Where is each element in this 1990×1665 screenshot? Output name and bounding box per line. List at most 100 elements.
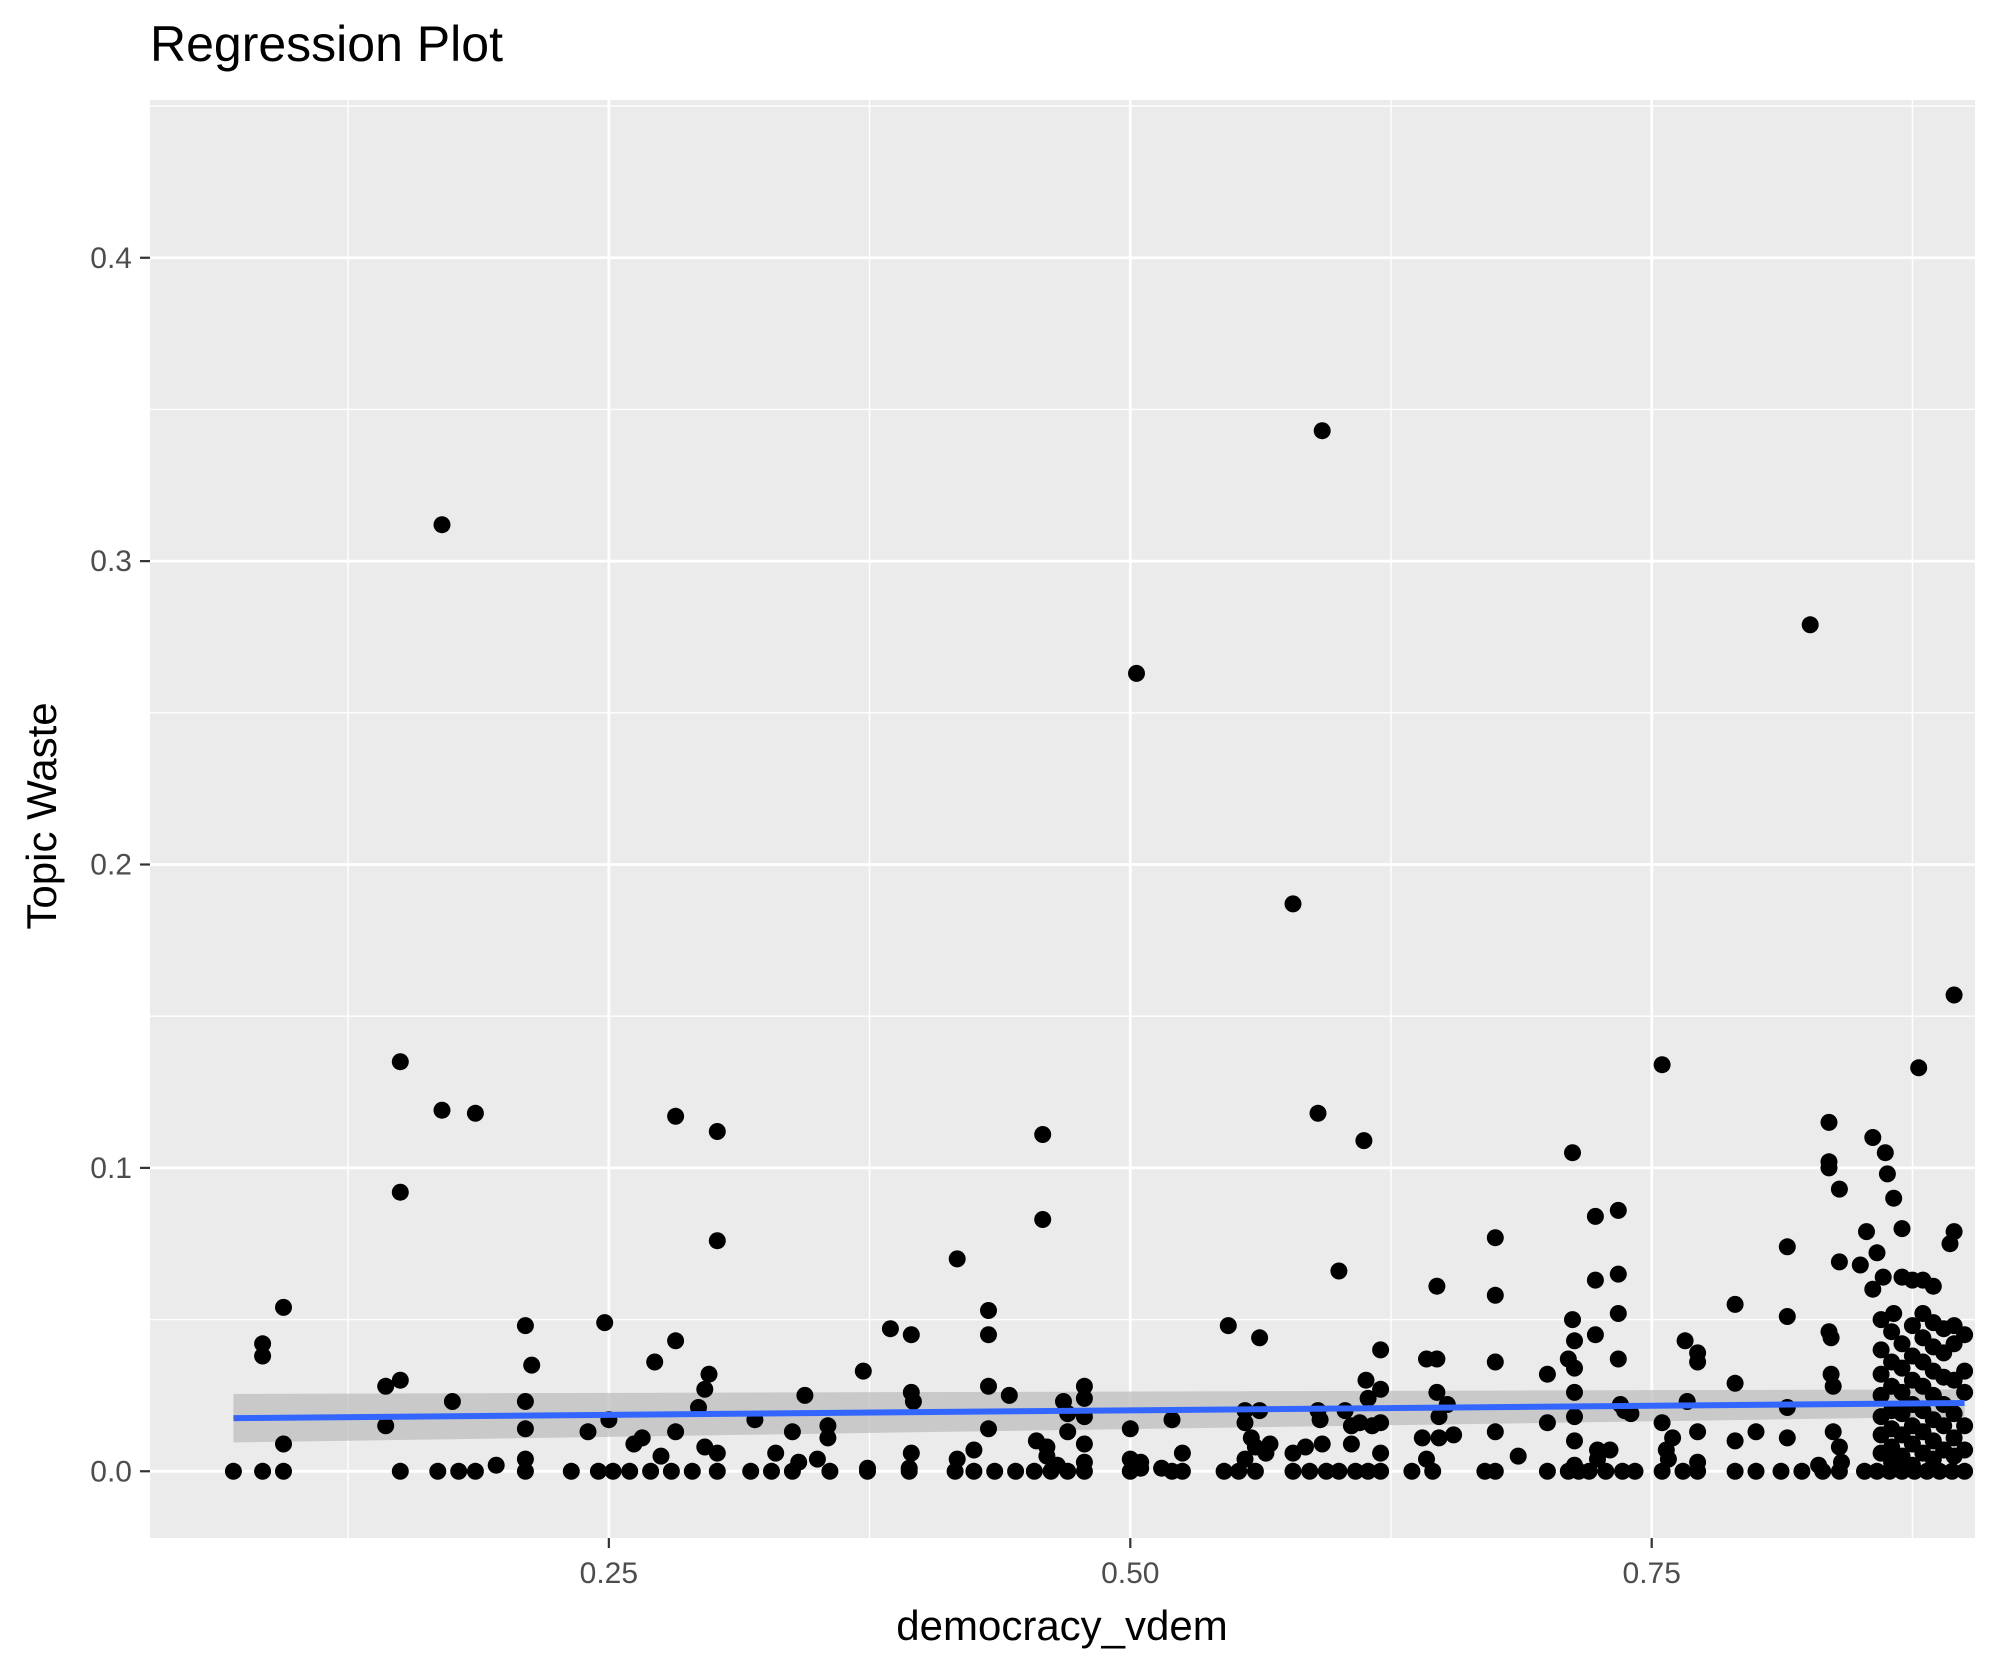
data-point [1626,1462,1644,1480]
data-point [1893,1462,1911,1480]
data-point [1246,1462,1264,1480]
data-point [275,1298,292,1316]
data-point [1372,1414,1390,1432]
data-point [1132,1459,1150,1477]
data-point [642,1462,660,1480]
data-point [1893,1335,1911,1353]
data-point [1945,1405,1963,1423]
data-point [1372,1380,1390,1398]
data-point [1747,1462,1765,1480]
data-point [1609,1350,1627,1368]
data-point [254,1462,272,1480]
data-points [224,422,1974,1480]
data-point [1931,1462,1948,1480]
x-axis-title: democracy_vdem [896,1602,1227,1649]
data-point [1075,1377,1093,1395]
data-point [1355,1132,1373,1150]
y-axis-title: Topic Waste [18,702,65,929]
data-point [516,1462,534,1480]
data-point [1609,1201,1627,1219]
data-point [1726,1295,1744,1313]
data-point [1609,1305,1627,1322]
data-point [1428,1383,1446,1401]
data-point [1564,1311,1581,1329]
data-point [1830,1462,1848,1480]
data-point [1883,1323,1901,1341]
data-point [1261,1435,1279,1453]
data-point [1034,1126,1052,1143]
data-point [1793,1462,1811,1480]
data-point [986,1462,1004,1480]
data-point [1311,1411,1329,1429]
data-point [1163,1411,1181,1429]
data-point [1486,1423,1504,1441]
data-point [859,1459,876,1477]
data-point [1359,1462,1377,1480]
data-point [1676,1332,1694,1350]
data-point [1956,1462,1974,1480]
data-point [1586,1207,1604,1225]
data-point [1601,1441,1619,1459]
data-point [621,1462,639,1480]
data-point [783,1462,801,1480]
data-point [1622,1405,1640,1423]
minor-gridlines [150,100,1975,1538]
data-point [1893,1220,1911,1238]
chart-title: Regression Plot [150,16,503,72]
data-point [275,1435,292,1453]
data-point [1173,1444,1191,1462]
data-point [900,1459,918,1477]
data-point [1430,1429,1448,1447]
data-point [904,1393,922,1410]
data-point [1359,1389,1377,1407]
data-point [1609,1265,1627,1283]
data-point [1173,1462,1191,1480]
data-point [1330,1462,1348,1480]
data-point [516,1420,534,1438]
data-point [1313,1435,1331,1453]
data-point [683,1462,701,1480]
data-point [377,1377,395,1395]
data-point [948,1250,966,1268]
data-point [433,1101,451,1119]
data-point [708,1444,726,1462]
data-point [1564,1144,1581,1162]
data-point [980,1420,997,1438]
data-point [1851,1256,1869,1274]
data-point [763,1462,780,1480]
data-point [1653,1056,1671,1074]
data-point [1284,895,1302,913]
data-point [596,1314,614,1332]
data-point [377,1417,395,1435]
data-point [1689,1353,1707,1371]
data-point [819,1417,837,1435]
data-point [1025,1462,1043,1480]
data-point [516,1450,534,1468]
data-point [1236,1414,1254,1432]
data-point [1945,986,1963,1004]
data-point [1251,1329,1269,1347]
data-point [980,1377,997,1395]
data-point [254,1335,272,1353]
data-point [1075,1389,1093,1407]
data-point [1910,1059,1928,1077]
data-point [1580,1462,1598,1480]
data-point [1403,1462,1421,1480]
data-point [1284,1462,1302,1480]
data-point [1486,1286,1504,1304]
data-point [1872,1311,1890,1329]
data-point [562,1462,580,1480]
data-point [980,1326,997,1344]
data-point [1486,1229,1504,1247]
data-point [1653,1462,1671,1480]
data-point [1874,1268,1892,1286]
data-point [1538,1365,1556,1383]
data-point [965,1462,983,1480]
data-point [1538,1414,1556,1432]
data-point [1881,1462,1898,1480]
data-point [1372,1341,1390,1359]
data-point [1219,1317,1237,1335]
data-point [1778,1238,1796,1256]
regression-line [233,1399,1965,1422]
